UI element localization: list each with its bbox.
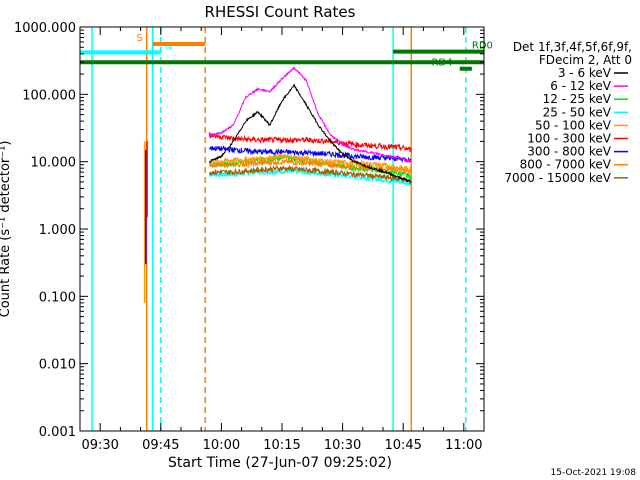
- y-axis: 0.001 0.010 0.100 1.000 10.000 100.000 1000.00…: [14, 21, 484, 440]
- series-line: [208, 132, 412, 152]
- annotation-label: RD4: [431, 58, 452, 69]
- plot-frame: [79, 26, 485, 432]
- series-line: [209, 66, 411, 163]
- series-line: [208, 152, 412, 173]
- legend-entry-label: 7000 - 15000 keV: [504, 171, 611, 185]
- series-line: [208, 167, 412, 188]
- legend-entry-label: 12 - 25 keV: [543, 92, 612, 106]
- x-tick-label: 10:15: [263, 438, 300, 453]
- footer-timestamp: 15-Oct-2021 19:08: [551, 468, 637, 478]
- legend-entry-label: 3 - 6 keV: [558, 66, 612, 80]
- series-line: [208, 157, 412, 175]
- y-tick-label: 0.100: [39, 290, 76, 305]
- x-axis-label: Start Time (27-Jun-07 09:25:02): [168, 455, 392, 471]
- y-tick-label: 1000.000: [14, 21, 76, 36]
- legend-entry-label: 300 - 800 keV: [527, 145, 611, 159]
- series-line: [208, 83, 412, 183]
- vertical-markers: [91, 27, 467, 431]
- annotation-label: N: [165, 41, 172, 52]
- x-tick-label: 09:30: [81, 438, 118, 453]
- y-tick-label: 0.010: [39, 358, 76, 373]
- y-tick-label: 1.000: [39, 223, 76, 238]
- annotation-bars: N S RD0 RD4: [80, 33, 493, 71]
- y-tick-label: 0.001: [39, 425, 76, 440]
- legend-entry-label: 25 - 50 keV: [543, 105, 612, 119]
- legend-entry-label: 50 - 100 keV: [535, 118, 612, 132]
- annotation-label: RD0: [472, 41, 493, 52]
- x-tick-label: 09:45: [142, 438, 179, 453]
- series-layer: [143, 66, 412, 303]
- series-line: [208, 164, 412, 186]
- y-tick-label: 10.000: [31, 156, 77, 171]
- legend-header-line-1: Det 1f,3f,4f,5f,6f,9f,: [513, 40, 632, 54]
- annotation-label: S: [137, 33, 143, 44]
- series-line: [208, 145, 411, 164]
- x-axis: 09:30 09:45 10:00 10:15 10:30 10:45 11:00: [79, 27, 485, 453]
- legend-entry-label: 800 - 7000 keV: [520, 158, 612, 172]
- legend-entry-label: 6 - 12 keV: [550, 79, 612, 93]
- x-tick-label: 10:00: [203, 438, 240, 453]
- legend: Det 1f,3f,4f,5f,6f,9f, FDecim 2, Att 0 3…: [504, 40, 632, 185]
- x-tick-label: 10:30: [324, 438, 361, 453]
- x-tick-label: 10:45: [384, 438, 421, 453]
- chart-title: RHESSI Count Rates: [205, 3, 356, 21]
- y-tick-label: 100.000: [22, 88, 76, 103]
- legend-header-line-2: FDecim 2, Att 0: [539, 53, 632, 67]
- x-tick-label: 11:00: [445, 438, 482, 453]
- legend-entry-label: 100 - 300 keV: [527, 132, 611, 146]
- y-axis-label: Count Rate (s⁻¹ detector⁻¹): [0, 141, 13, 318]
